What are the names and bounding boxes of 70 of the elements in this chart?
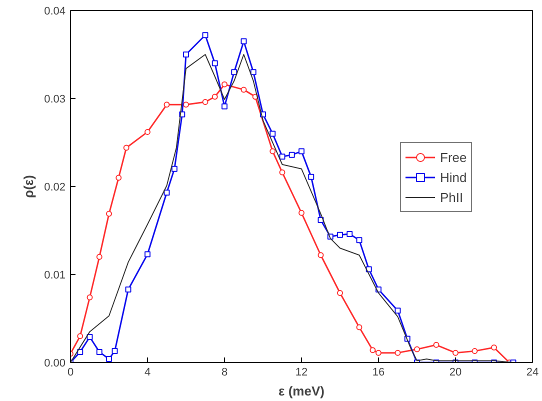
legend-label: Hind	[440, 170, 467, 184]
y-tick-label: 0.03	[44, 94, 66, 106]
point	[77, 348, 84, 355]
x-tick-label: 0	[67, 366, 74, 378]
point	[270, 148, 276, 154]
x-tick-label: 4	[144, 366, 151, 378]
point	[96, 348, 102, 355]
point	[144, 251, 150, 258]
point	[202, 32, 208, 38]
point	[164, 190, 170, 196]
point	[318, 252, 324, 258]
point	[125, 286, 132, 292]
point	[298, 210, 304, 216]
y-tick-label: 0.02	[44, 182, 66, 194]
point	[356, 237, 362, 244]
point	[356, 324, 362, 330]
point	[86, 334, 93, 340]
point	[308, 174, 314, 180]
point	[106, 356, 112, 362]
y-axis-title: ρ(ε)	[21, 175, 36, 198]
point	[376, 350, 382, 356]
x-axis-title: ε (meV)	[278, 384, 324, 398]
x-tick-label: 12	[295, 366, 308, 378]
point	[433, 342, 440, 348]
point	[123, 144, 130, 151]
point	[212, 60, 218, 66]
point	[222, 81, 228, 88]
point	[183, 102, 189, 108]
point	[270, 130, 276, 137]
point	[279, 169, 286, 176]
point	[222, 103, 228, 110]
point	[183, 52, 189, 58]
point	[231, 69, 238, 76]
point	[164, 102, 170, 108]
point	[346, 231, 353, 238]
point	[394, 350, 401, 356]
point	[491, 344, 497, 351]
point	[202, 99, 208, 106]
x-tick-label: 24	[526, 366, 539, 378]
point	[452, 350, 458, 356]
point	[77, 333, 84, 340]
point	[240, 38, 247, 44]
point	[370, 347, 376, 354]
point	[279, 154, 286, 160]
point	[171, 166, 178, 172]
x-tick-label: 16	[372, 366, 385, 378]
point	[414, 346, 420, 352]
y-tick-label: 0.01	[44, 270, 66, 282]
y-tick-label: 0.04	[44, 6, 66, 18]
point	[112, 348, 118, 354]
x-tick-label: 20	[449, 366, 462, 378]
point	[240, 86, 247, 93]
point	[116, 174, 122, 181]
point	[144, 128, 150, 135]
point	[288, 152, 295, 158]
point	[212, 94, 218, 100]
point	[337, 290, 343, 296]
legend-label: PhII	[440, 190, 464, 204]
point	[96, 254, 102, 260]
point	[394, 308, 401, 314]
x-tick-label: 8	[221, 366, 228, 378]
point	[366, 266, 372, 272]
legend-label: Free	[440, 150, 467, 164]
point	[250, 69, 256, 76]
point	[472, 348, 478, 354]
point	[337, 232, 343, 238]
point	[106, 210, 112, 217]
point	[298, 148, 304, 154]
point	[86, 294, 93, 300]
y-tick-label: 0.00	[44, 358, 66, 370]
